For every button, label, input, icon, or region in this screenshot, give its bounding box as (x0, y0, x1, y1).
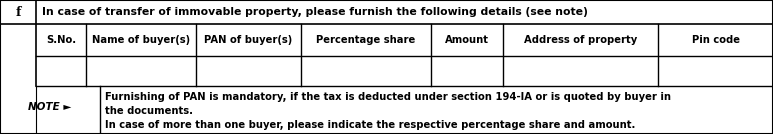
Text: PAN of buyer(s): PAN of buyer(s) (204, 35, 293, 45)
Text: Address of property: Address of property (524, 35, 637, 45)
Text: Pin code: Pin code (692, 35, 740, 45)
Text: NOTE ►: NOTE ► (29, 102, 72, 112)
Text: In case of transfer of immovable property, please furnish the following details : In case of transfer of immovable propert… (42, 7, 588, 17)
Text: Amount: Amount (445, 35, 489, 45)
Text: Percentage share: Percentage share (316, 35, 416, 45)
Text: the documents.: the documents. (105, 106, 193, 116)
Text: In case of more than one buyer, please indicate the respective percentage share : In case of more than one buyer, please i… (105, 120, 635, 130)
Text: S.No.: S.No. (46, 35, 76, 45)
Text: Name of buyer(s): Name of buyer(s) (92, 35, 190, 45)
Text: f: f (15, 5, 21, 18)
Text: Furnishing of PAN is mandatory, if the tax is deducted under section 194-IA or i: Furnishing of PAN is mandatory, if the t… (105, 92, 671, 102)
